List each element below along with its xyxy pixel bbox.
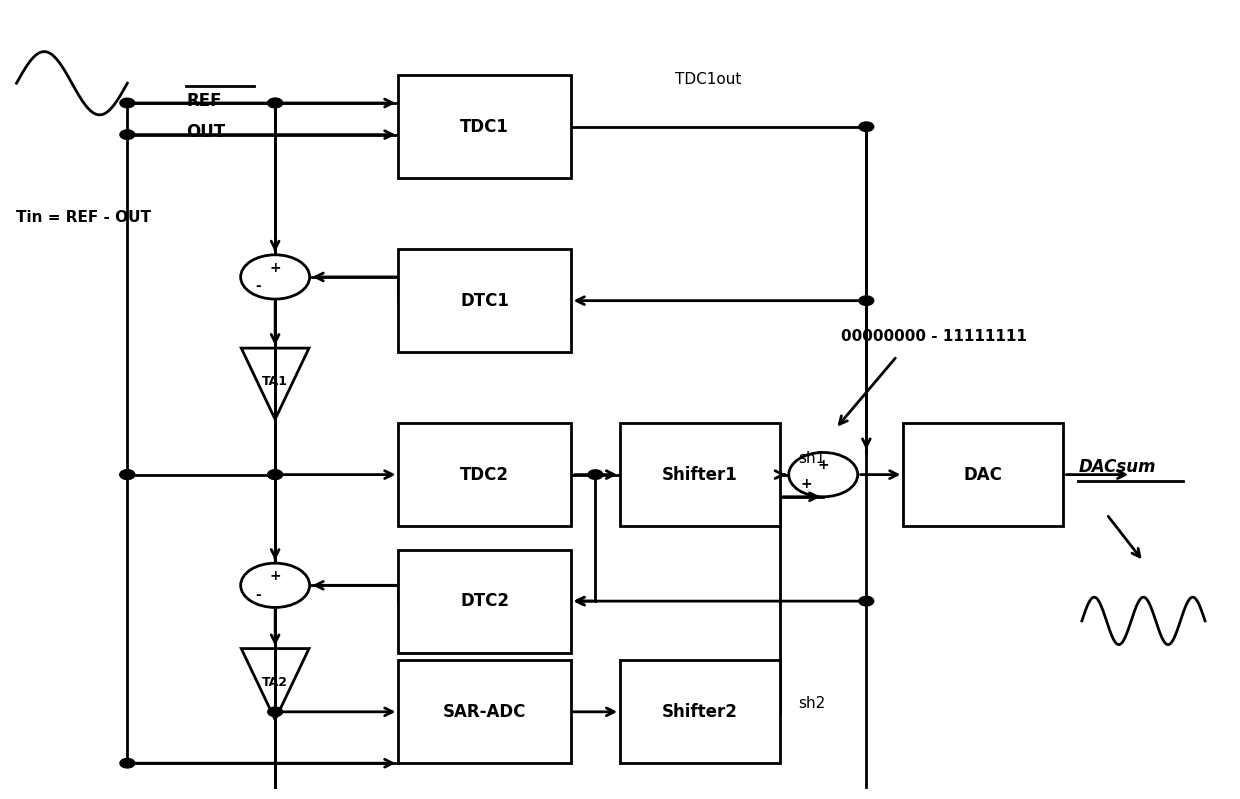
Text: Shifter1: Shifter1 <box>662 466 738 483</box>
Circle shape <box>120 470 135 479</box>
Circle shape <box>120 130 135 139</box>
FancyBboxPatch shape <box>398 249 570 352</box>
Circle shape <box>859 596 874 606</box>
Circle shape <box>859 122 874 132</box>
Text: DAC: DAC <box>963 466 1003 483</box>
Text: +: + <box>269 260 281 275</box>
Text: sh2: sh2 <box>799 697 826 711</box>
Text: Shifter2: Shifter2 <box>662 703 738 721</box>
Text: REF: REF <box>186 92 222 109</box>
FancyBboxPatch shape <box>620 661 780 763</box>
Text: TA2: TA2 <box>262 675 288 689</box>
FancyBboxPatch shape <box>398 423 570 526</box>
Circle shape <box>859 296 874 305</box>
Circle shape <box>268 98 283 108</box>
Circle shape <box>241 563 310 607</box>
FancyBboxPatch shape <box>398 75 570 178</box>
Text: DTC2: DTC2 <box>460 592 508 610</box>
Circle shape <box>789 452 858 497</box>
Circle shape <box>120 470 135 479</box>
Circle shape <box>268 470 283 479</box>
Text: SAR-ADC: SAR-ADC <box>443 703 526 721</box>
Text: DTC1: DTC1 <box>460 292 508 310</box>
Text: DACsum: DACsum <box>1078 458 1156 475</box>
Circle shape <box>588 470 603 479</box>
Text: +: + <box>800 477 812 491</box>
Text: TDC1: TDC1 <box>460 117 508 136</box>
Text: +: + <box>269 569 281 583</box>
Text: -: - <box>255 587 260 602</box>
Text: TA1: TA1 <box>262 375 288 388</box>
Text: TDC1out: TDC1out <box>676 72 742 87</box>
Circle shape <box>241 255 310 299</box>
Text: +: + <box>817 459 830 472</box>
Text: sh1: sh1 <box>799 451 826 467</box>
Text: Tin = REF - OUT: Tin = REF - OUT <box>16 210 151 225</box>
FancyBboxPatch shape <box>620 423 780 526</box>
Text: 00000000 - 11111111: 00000000 - 11111111 <box>841 328 1027 344</box>
Text: OUT: OUT <box>186 123 226 141</box>
Circle shape <box>120 98 135 108</box>
Circle shape <box>268 707 283 717</box>
FancyBboxPatch shape <box>903 423 1064 526</box>
Circle shape <box>268 98 283 108</box>
Circle shape <box>120 758 135 768</box>
Text: -: - <box>255 279 260 293</box>
Text: TDC2: TDC2 <box>460 466 508 483</box>
Circle shape <box>268 470 283 479</box>
FancyBboxPatch shape <box>398 550 570 653</box>
FancyBboxPatch shape <box>398 661 570 763</box>
